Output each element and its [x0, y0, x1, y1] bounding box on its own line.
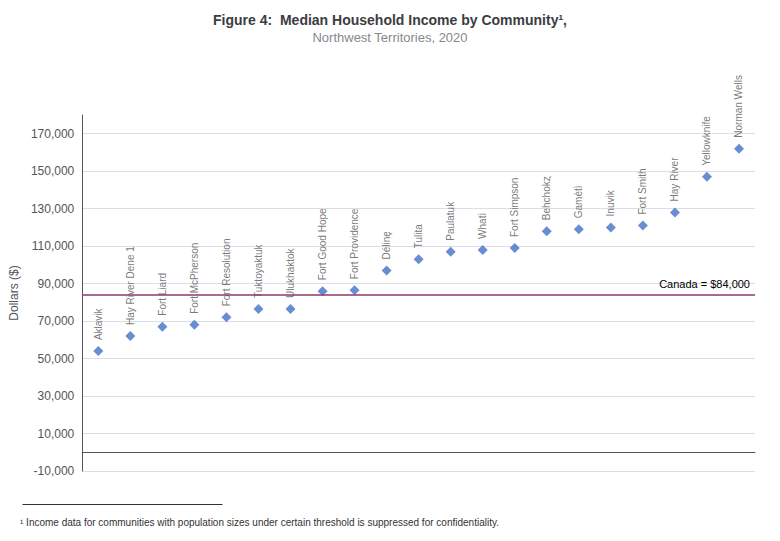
svg-text:110,000: 110,000 — [32, 239, 75, 253]
svg-text:Fort Good Hope: Fort Good Hope — [317, 208, 328, 280]
svg-text:Aklavik: Aklavik — [93, 307, 104, 340]
svg-text:130,000: 130,000 — [31, 202, 75, 216]
svg-text:150,000: 150,000 — [31, 164, 75, 178]
svg-text:Norman Wells: Norman Wells — [733, 75, 744, 138]
svg-text:10,000: 10,000 — [38, 427, 75, 441]
svg-text:Fort Providence: Fort Providence — [349, 208, 360, 279]
svg-text:50,000: 50,000 — [38, 352, 75, 366]
svg-text:Whatì: Whatì — [477, 213, 488, 239]
svg-text:70,000: 70,000 — [38, 314, 75, 328]
svg-text:Inuvik: Inuvik — [605, 189, 616, 216]
svg-text:Figure 4: Median Household In: Figure 4: Median Household Income by Com… — [213, 12, 567, 28]
svg-text:-10,000: -10,000 — [34, 464, 75, 478]
svg-text:Paulatuk: Paulatuk — [445, 201, 456, 241]
svg-text:Fort Resolution: Fort Resolution — [221, 239, 232, 307]
svg-text:Yellowknife: Yellowknife — [701, 116, 712, 166]
svg-text:Fort Smith: Fort Smith — [637, 168, 648, 214]
svg-text:Fort Liard: Fort Liard — [156, 272, 168, 316]
svg-text:170,000: 170,000 — [31, 127, 75, 141]
svg-text:Tuktoyaktuk: Tuktoyaktuk — [253, 243, 264, 298]
svg-text:Northwest Territories, 2020: Northwest Territories, 2020 — [312, 30, 467, 45]
svg-text:Hay River: Hay River — [669, 157, 680, 202]
svg-text:Fort Simpson: Fort Simpson — [509, 178, 520, 237]
svg-text:90,000: 90,000 — [38, 277, 75, 291]
svg-text:¹ Income data for communities: ¹ Income data for communities with popul… — [20, 517, 499, 528]
svg-text:Délinȩ: Délinȩ — [381, 231, 392, 260]
svg-text:Behchokȥ: Behchokȥ — [541, 176, 552, 220]
svg-text:Ulukhaktok: Ulukhaktok — [285, 247, 296, 297]
svg-text:Hay River Dene 1: Hay River Dene 1 — [125, 246, 136, 325]
svg-text:Gamètì: Gamètì — [573, 185, 584, 218]
svg-text:Tulita: Tulita — [413, 224, 424, 249]
svg-text:30,000: 30,000 — [38, 389, 75, 403]
svg-text:Dollars ($): Dollars ($) — [7, 265, 21, 320]
svg-text:Fort McPherson: Fort McPherson — [189, 243, 200, 314]
svg-text:Canada = $84,000: Canada = $84,000 — [659, 278, 750, 290]
